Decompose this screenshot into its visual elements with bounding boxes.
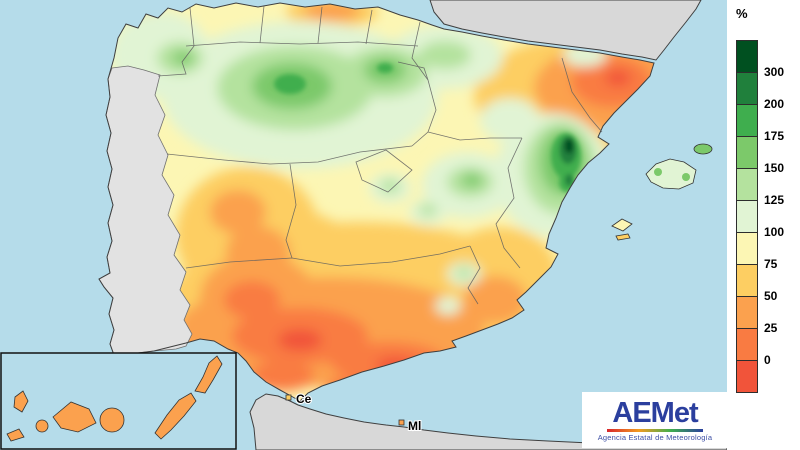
admin-border [411, 21, 429, 81]
contour-blob [565, 174, 573, 186]
la-gomera-island [35, 419, 49, 433]
gran-canaria-island [99, 407, 125, 433]
contour-blob [274, 74, 306, 94]
legend-boundary-label: 50 [764, 289, 778, 303]
contour-blob [654, 168, 662, 176]
contour-blob [564, 138, 574, 154]
legend-swatch [736, 200, 758, 233]
legend-boundary-label: 150 [764, 161, 785, 175]
legend-boundary-label: 75 [764, 257, 778, 271]
admin-border [185, 41, 419, 47]
legend-swatch [736, 136, 758, 169]
legend-boundary-label: 125 [764, 193, 785, 207]
lanzarote-island [194, 355, 223, 394]
legend-boundary-label: 0 [764, 353, 771, 367]
legend-swatch [736, 360, 758, 393]
contour-blob [380, 179, 400, 193]
admin-border [355, 149, 413, 193]
el-hierro-island [6, 428, 25, 442]
legend-swatch [736, 104, 758, 137]
legend-boundary-label: 300 [764, 65, 785, 79]
legend-swatch [736, 264, 758, 297]
contour-blob [210, 190, 266, 234]
la-palma-island [13, 390, 29, 413]
aemet-logo: AEMet Agencia Estatal de Meteorología [582, 392, 728, 448]
melilla-marker [398, 419, 405, 426]
admin-border [561, 57, 603, 133]
legend-swatch [736, 232, 758, 265]
contour-blob [435, 297, 461, 315]
admin-border [185, 245, 471, 269]
admin-border [365, 9, 373, 45]
ceuta-marker [285, 394, 292, 401]
admin-border [411, 79, 437, 147]
france-region [429, 0, 702, 61]
iberia-coastline [98, 2, 655, 402]
legend-swatch [736, 72, 758, 105]
admin-border [166, 145, 413, 165]
legend-boundary-label: 100 [764, 225, 785, 239]
menorca-island [693, 143, 713, 155]
admin-borders [157, 5, 603, 305]
contour-blob [419, 204, 437, 216]
tenerife-island [52, 401, 97, 433]
contour-blobs-cores [274, 63, 581, 192]
admin-border [467, 245, 481, 305]
legend-panel: % 300 200 175 150 125 100 75 50 25 0 [727, 0, 800, 450]
contour-blob [682, 173, 690, 181]
legend-swatch [736, 328, 758, 361]
admin-border [397, 61, 429, 81]
contour-blob [377, 63, 393, 73]
legend-swatches [736, 40, 758, 393]
melilla-label: Ml [408, 419, 421, 433]
contour-blob [224, 281, 280, 319]
legend-unit: % [736, 6, 748, 21]
ibiza-island [611, 218, 633, 232]
legend-boundary-label: 200 [764, 97, 785, 111]
admin-border [259, 5, 265, 44]
contour-blob [462, 173, 482, 187]
legend-swatch [736, 296, 758, 329]
contour-blob [226, 226, 290, 278]
formentera-island [615, 233, 631, 241]
admin-border [285, 163, 297, 259]
admin-border [157, 7, 195, 77]
aemet-logo-tagline: Agencia Estatal de Meteorología [597, 432, 713, 442]
contour-blob [480, 98, 540, 142]
admin-border [495, 137, 523, 269]
inset-frame [0, 352, 237, 450]
legend-swatch [736, 168, 758, 201]
balearic-islands [611, 143, 713, 241]
canary-islands-inset [0, 352, 237, 450]
legend-boundary-label: 175 [764, 129, 785, 143]
spain-precipitation-map: Ce Ml [0, 0, 727, 450]
contour-blob [605, 70, 631, 86]
admin-border [317, 6, 323, 44]
contour-blob [463, 276, 527, 324]
admin-border [427, 131, 522, 141]
contour-blob [173, 51, 193, 65]
mallorca-island [645, 158, 697, 190]
contour-blob [419, 41, 471, 69]
contour-blob [278, 329, 322, 351]
ceuta-label: Ce [296, 392, 312, 406]
aemet-logo-text: AEMet [612, 396, 698, 429]
aemet-logo-accent [607, 428, 703, 432]
legend-boundary-label: 25 [764, 321, 778, 335]
fuerteventura-island [154, 392, 197, 440]
contour-blob [456, 267, 472, 279]
legend-swatch [736, 40, 758, 73]
